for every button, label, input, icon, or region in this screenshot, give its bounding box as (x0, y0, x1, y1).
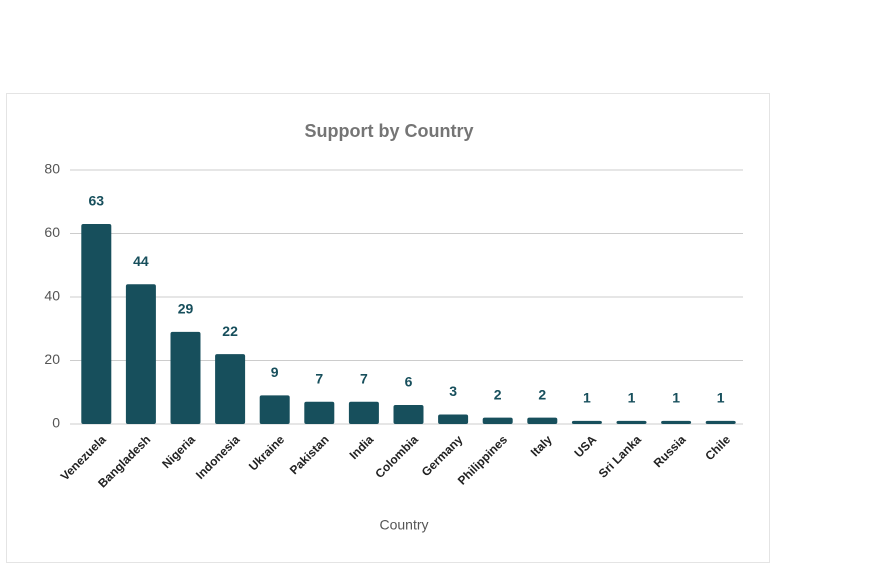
bar (482, 417, 513, 424)
data-label: 6 (405, 374, 413, 390)
chart-title: Support by Country (305, 121, 474, 141)
data-label: 1 (717, 390, 725, 406)
x-axis-title: Country (379, 517, 428, 533)
data-label: 1 (628, 390, 636, 406)
y-tick-label: 20 (44, 351, 60, 367)
data-label: 22 (222, 323, 238, 339)
bar (215, 354, 246, 424)
bar (616, 420, 647, 424)
y-tick-label: 40 (44, 288, 60, 304)
data-label: 7 (360, 370, 368, 386)
bar (527, 417, 558, 424)
bar (170, 331, 201, 424)
bar (438, 414, 469, 424)
chart-card (6, 93, 770, 563)
y-tick-label: 80 (44, 161, 60, 177)
y-tick-label: 0 (52, 415, 60, 431)
bar (125, 284, 156, 424)
bar (304, 401, 335, 424)
data-label: 2 (538, 386, 546, 402)
bar (81, 223, 112, 424)
data-label: 2 (494, 386, 502, 402)
data-label: 1 (583, 390, 591, 406)
data-label: 44 (133, 253, 149, 269)
bar (348, 401, 379, 424)
bar (705, 420, 736, 424)
bar (571, 420, 602, 424)
bar (393, 404, 424, 424)
data-label: 7 (315, 370, 323, 386)
y-tick-label: 60 (44, 224, 60, 240)
bar (661, 420, 692, 424)
data-label: 3 (449, 383, 457, 399)
data-label: 9 (271, 364, 279, 380)
data-label: 29 (178, 301, 194, 317)
bar (259, 395, 290, 424)
data-label: 63 (89, 193, 105, 209)
data-label: 1 (672, 390, 680, 406)
